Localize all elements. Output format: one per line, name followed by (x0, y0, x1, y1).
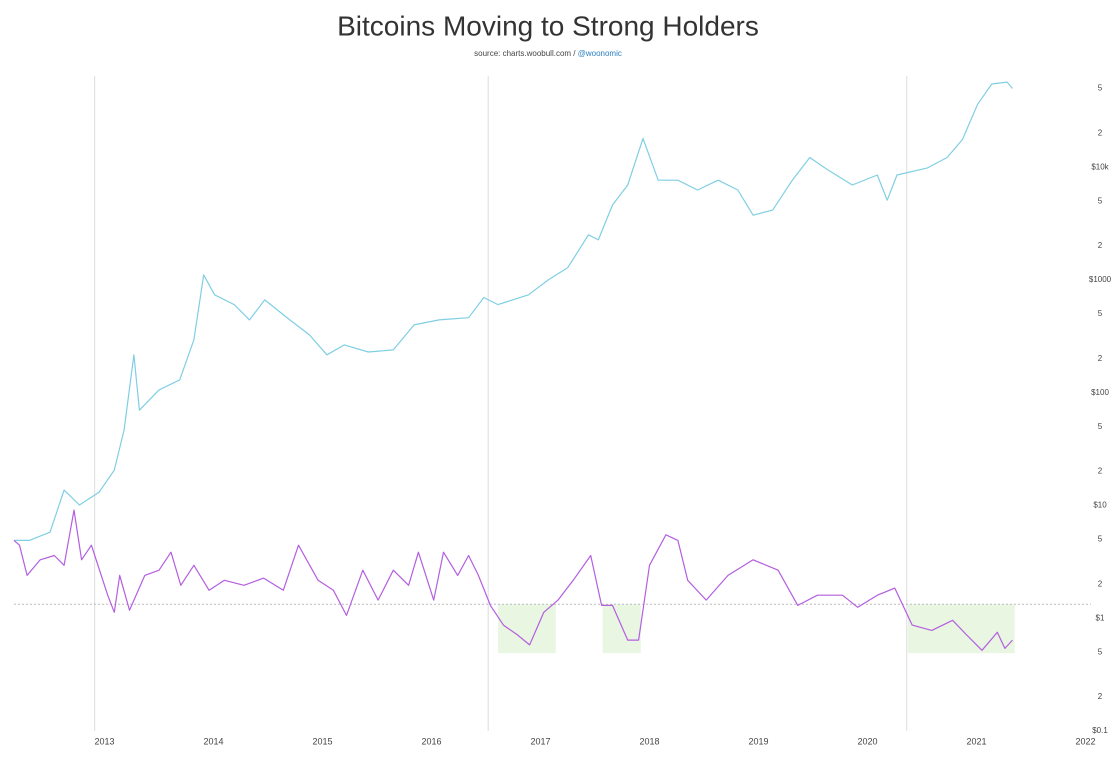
source-text: source: charts.woobull.com / (474, 49, 576, 58)
x-tick-label: 2017 (530, 736, 550, 746)
shaded-region (497, 604, 556, 654)
y-tick-label: $100 (1091, 388, 1109, 397)
y-tick-label: $10 (1093, 501, 1107, 510)
x-tick-label: 2015 (312, 736, 332, 746)
chart-source: source: charts.woobull.com / @woonomic (474, 49, 622, 58)
chart-title: Bitcoins Moving to Strong Holders (337, 10, 759, 41)
y-tick-label: $10k (1091, 162, 1109, 171)
y-tick-label: 2 (1098, 467, 1103, 476)
shaded-region (602, 604, 641, 654)
x-tick-label: 2016 (421, 736, 441, 746)
y-tick-label: $1000 (1089, 275, 1112, 284)
source-handle[interactable]: @woonomic (578, 49, 622, 58)
x-tick-label: 2018 (640, 736, 660, 746)
y-tick-label: 2 (1098, 579, 1103, 588)
y-tick-label: 5 (1098, 647, 1103, 656)
x-tick-label: 2022 (1076, 736, 1096, 746)
x-tick-label: 2014 (203, 736, 223, 746)
y-tick-label: 5 (1098, 309, 1103, 318)
y-tick-label: $1 (1096, 613, 1105, 622)
y-tick-label: 5 (1098, 196, 1103, 205)
x-tick-label: 2019 (749, 736, 769, 746)
y-tick-label: 5 (1098, 84, 1103, 93)
x-tick-label: 2013 (94, 736, 114, 746)
y-tick-label: 2 (1098, 692, 1103, 701)
y-tick-label: $0.1 (1092, 726, 1108, 735)
x-tick-label: 2020 (858, 736, 878, 746)
y-tick-label: 5 (1098, 422, 1103, 431)
series-line (14, 81, 1013, 541)
series-line (13, 509, 1013, 651)
y-tick-label: 5 (1098, 535, 1103, 544)
y-tick-label: 2 (1098, 241, 1103, 250)
y-tick-label: 2 (1098, 354, 1103, 363)
x-tick-label: 2021 (967, 736, 987, 746)
y-tick-label: 2 (1098, 128, 1103, 137)
